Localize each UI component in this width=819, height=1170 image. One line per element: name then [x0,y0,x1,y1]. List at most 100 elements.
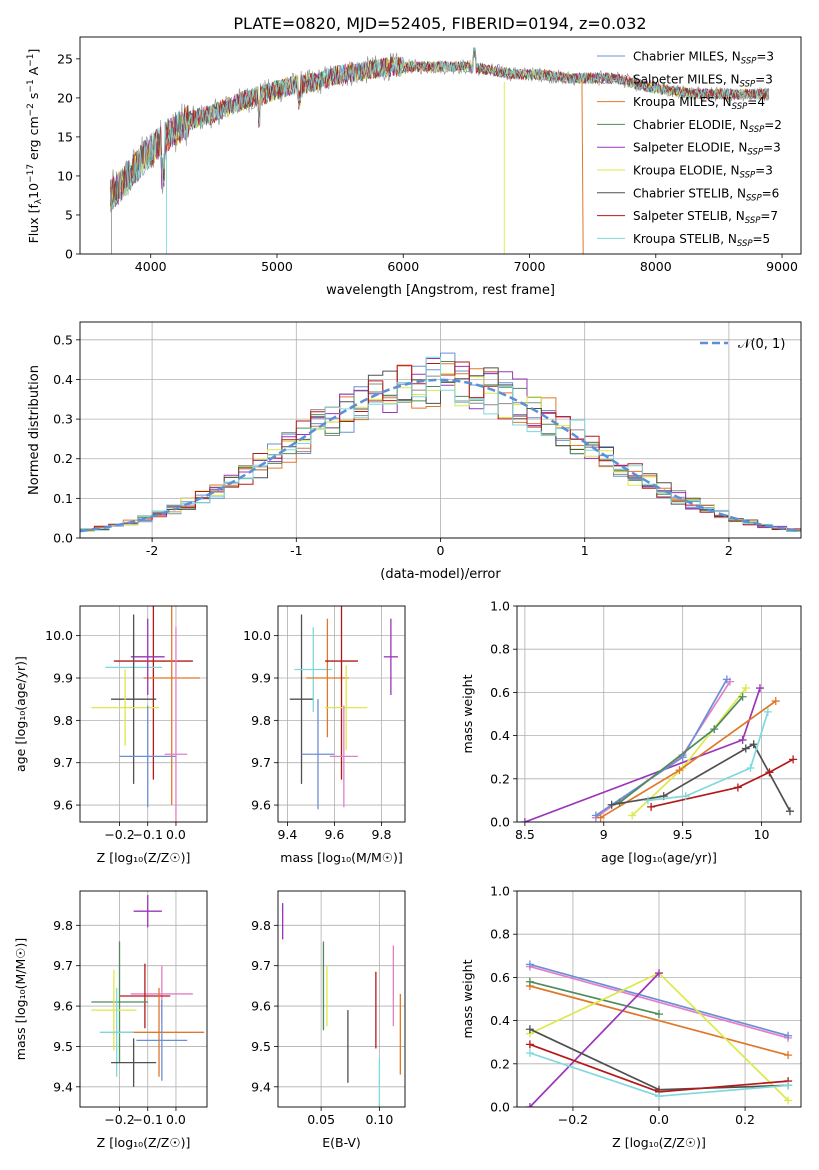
mass-weight-series [647,755,798,811]
normal-curve [80,378,799,533]
mass-vs-ebv-panel: 0.05 0.10 9.4 9.5 9.6 9.7 9.8 E(B-V) [251,890,406,1150]
mass-weight-marker [520,818,529,822]
x-tick-label: 9.8 [372,827,392,842]
x-tick-label: −0.1 [133,827,163,842]
mass-weight-marker [738,735,747,744]
mass-weight-marker [784,1051,793,1060]
axes-frame [277,890,406,1108]
error-bar-point [294,627,333,712]
mass-weight-series [525,960,793,1040]
mass-weight-series [520,684,764,822]
y-tick-label: 0.1 [53,491,73,506]
error-bar-point [113,606,193,780]
mass-weight-lines [525,960,793,1107]
age-vs-z-panel: −0.2−0.1 0.0 9.6 9.7 9.8 9.9 10.0 Z [log₁₀(Z/Z☉… [13,605,208,865]
y-tick-label: 9.8 [53,713,73,728]
legend-label: Salpeter STELIB, NSSP=7 [633,209,778,226]
error-bar-point [99,987,134,1077]
y-tick-label: 9.7 [251,755,271,770]
mass-weight-marker [784,1081,793,1090]
y-tick-label: 1.0 [490,599,510,614]
y-tick-label: 0.0 [53,531,73,546]
massweight-vs-age-panel: 8.5 9 9.5 10 0.0 0.2 0.4 0.6 0.8 1.0 age [log₁₀(ag… [460,599,802,865]
y-axis-label: mass weight [460,674,475,753]
axes-frame [79,605,208,823]
x-axis-label: wavelength [Angstrom, rest frame] [326,283,555,298]
error-bars [91,895,205,1087]
error-bar-point [383,618,398,695]
y-tick-label: 9.4 [53,1079,73,1094]
legend-label: Kroupa STELIB, NSSP=5 [633,232,770,249]
axes-frame [277,605,406,823]
y-tick-label: 0.8 [490,927,510,942]
axes-frame [79,321,802,539]
error-bar-point [111,1038,157,1087]
error-bar-point [133,895,162,928]
x-tick-label: 9.5 [673,827,693,842]
axes-frame [79,36,802,255]
mass-weight-marker [525,1040,534,1049]
mass-weight-marker [741,684,750,693]
y-tick-label: 9.7 [53,958,73,973]
x-axis-label: (data-model)/error [380,567,501,582]
legend-label: Chabrier MILES, NSSP=3 [633,50,774,67]
y-tick-label: 9.7 [53,755,73,770]
mass-weight-marker [591,811,600,820]
mass-weight-line [529,965,789,1039]
tick-layer: 0.05 0.10 9.4 9.5 9.6 9.7 9.8 [251,918,393,1127]
mass-weight-series [591,675,731,820]
x-tick-label: 4000 [135,259,167,274]
y-tick-label: 10.0 [243,628,271,643]
x-tick-label: 7000 [514,259,546,274]
x-axis-label: Z [log₁₀(Z/Z☉)] [97,1135,191,1150]
spectrum-lines [109,47,770,254]
y-tick-label: 0 [65,247,73,262]
spectrum-series [109,47,770,211]
mass-weight-line [650,758,794,808]
mass-weight-series [525,969,663,1107]
error-bar-point [164,627,188,822]
mass-weight-marker [525,960,534,969]
x-tick-label: −0.2 [104,827,134,842]
x-tick-label: 0.0 [166,827,186,842]
y-tick-label: 0.2 [490,1056,510,1071]
y-tick-label: 0.4 [490,1013,510,1028]
y-tick-label: 25 [57,51,73,66]
mass-weight-marker [643,796,652,805]
y-tick-label: 9.7 [251,958,271,973]
error-bar-point [143,606,200,806]
mass-weight-line [529,963,789,1037]
tick-layer: -2 -1 0 1 2 0.0 0.1 0.2 0.3 0.4 0.5 [53,332,733,558]
error-bar-point [289,614,314,784]
y-tick-label: 9.5 [251,1039,271,1054]
grid-layer [278,891,405,1107]
y-axis-label: Normed distribution [27,365,42,495]
mass-weight-marker [596,813,605,822]
tick-layer: 8.5 9 9.5 10 0.0 0.2 0.4 0.6 0.8 1.0 [490,599,769,843]
axes-frame [516,605,802,823]
mass-weight-marker [722,675,731,684]
axes-frame [79,890,208,1108]
grid-layer [80,606,207,822]
legend-label: Chabrier STELIB, NSSP=6 [633,186,779,203]
x-tick-label: −0.2 [104,1112,134,1127]
y-tick-label: 9.9 [53,671,73,686]
y-axis-label: mass weight [460,959,475,1038]
y-tick-label: 0.3 [53,412,73,427]
error-bar-point [91,669,160,746]
mass-vs-z-panel: −0.2−0.1 0.0 9.4 9.5 9.6 9.7 9.8 Z [log₁₀(Z/Z☉)… [13,890,208,1150]
mass-weight-marker [785,807,794,816]
error-bar-point [325,665,368,750]
mass-weight-marker [749,740,758,749]
x-tick-label: -1 [290,543,302,558]
x-tick-label: 0 [437,543,445,558]
x-tick-label: 8.5 [515,827,535,842]
x-tick-label: 9.6 [324,827,344,842]
mass-weight-marker [789,755,798,764]
spectrum-legend: Chabrier MILES, NSSP=3 Salpeter MILES, NS… [597,50,782,249]
x-tick-label: 9.4 [277,827,297,842]
y-tick-label: 9.5 [53,1039,73,1054]
x-axis-label: mass [log₁₀(M/M☉)] [280,850,402,865]
y-tick-label: 9.6 [251,798,271,813]
